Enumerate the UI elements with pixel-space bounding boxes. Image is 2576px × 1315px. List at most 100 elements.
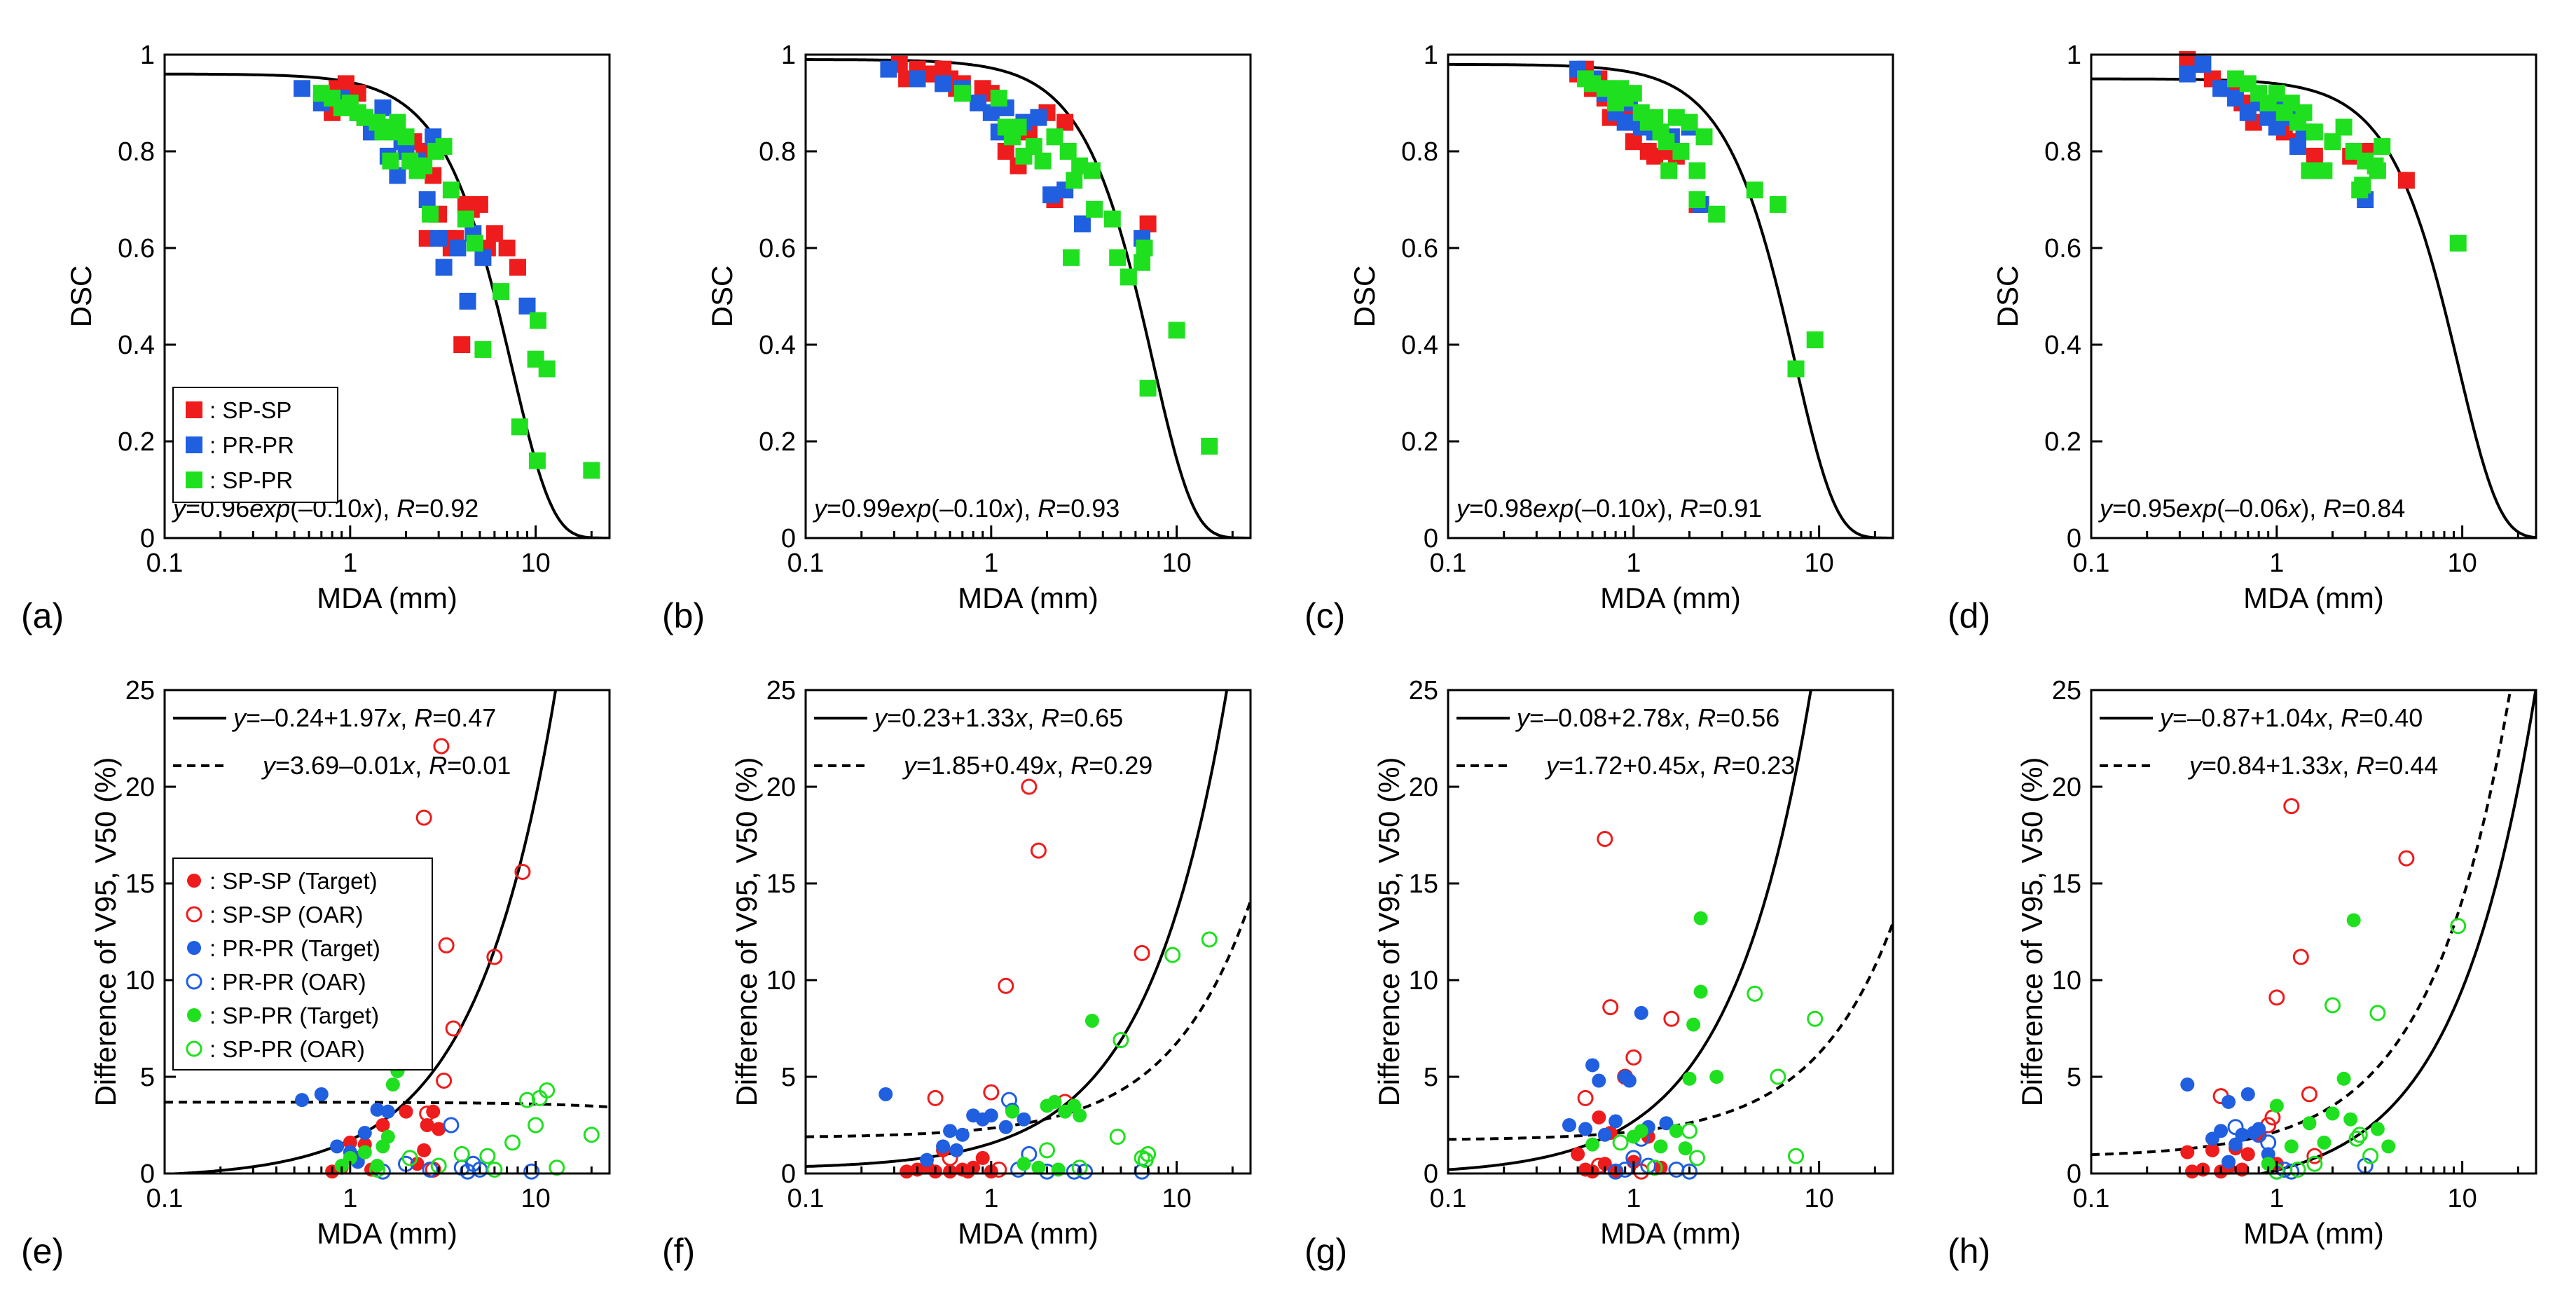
- x-tick-label: 0.1: [146, 1184, 184, 1213]
- series-sp-sp-oar-: [389, 738, 531, 1178]
- series-sp-pr: [953, 85, 1218, 455]
- data-point: [2381, 1139, 2396, 1154]
- y-tick-label: 0.4: [118, 331, 155, 360]
- y-axis-title: DSC: [1348, 266, 1381, 328]
- panel-label: (b): [662, 596, 705, 635]
- legend-marker: [186, 973, 202, 990]
- data-point: [1585, 1058, 1600, 1073]
- data-point: [436, 1073, 453, 1089]
- data-point: [1681, 1163, 1698, 1180]
- data-point: [1653, 1139, 1668, 1154]
- data-point: [1669, 1124, 1683, 1138]
- data-point: [1634, 1005, 1648, 1020]
- data-point: [2301, 162, 2318, 179]
- legend: : SP-SP (Target): SP-SP (OAR): PR-PR (Ta…: [172, 858, 433, 1070]
- data-point: [422, 205, 439, 223]
- data-point: [900, 1164, 914, 1179]
- data-point: [1201, 931, 1218, 948]
- data-point: [530, 312, 547, 329]
- data-point: [1017, 1112, 1031, 1127]
- data-point: [1616, 113, 1634, 131]
- data-point: [2194, 55, 2212, 73]
- data-point: [1708, 205, 1726, 223]
- data-point: [1585, 1137, 1600, 1152]
- y-tick-label: 0.4: [759, 331, 796, 360]
- y-tick-label: 20: [766, 773, 796, 802]
- data-point: [523, 1163, 540, 1180]
- plot-frame: [804, 53, 1252, 539]
- series-sp-sp-oar-: [2212, 798, 2415, 1164]
- data-point: [1083, 162, 1101, 179]
- y-tick-label: 20: [125, 773, 155, 802]
- data-point: [1059, 143, 1077, 160]
- data-point: [509, 259, 526, 276]
- x-tick-label: 0.1: [2073, 549, 2110, 578]
- x-tick-label: 1: [1626, 549, 1641, 578]
- data-point: [486, 949, 503, 965]
- fit-curve-dashed: [806, 900, 1251, 1138]
- fit-curve-dashed: [1448, 922, 1893, 1141]
- series-pr-pr-target-: [2180, 1078, 2275, 1169]
- data-point: [1071, 1159, 1088, 1176]
- panel-f: 0.1 1 10 0 5 10 15 20 25 MDA (mm) Difference of V9…: [662, 676, 1252, 1271]
- data-point: [518, 297, 536, 315]
- data-point: [1807, 1010, 1824, 1027]
- data-point: [1577, 1089, 1594, 1106]
- x-tick-label: 10: [521, 549, 550, 578]
- data-point: [370, 1158, 385, 1173]
- data-point: [975, 1150, 990, 1165]
- data-point: [2374, 138, 2391, 156]
- panel-label: (f): [662, 1232, 695, 1271]
- data-point: [1597, 831, 1613, 848]
- data-point: [1634, 1124, 1648, 1138]
- y-tick-label: 25: [125, 676, 155, 705]
- data-point: [1663, 1010, 1680, 1027]
- y-axis-title: Difference of V95, V50 (%): [1372, 757, 1405, 1107]
- x-axis-title: MDA (mm): [317, 1217, 457, 1250]
- data-point: [1120, 268, 1137, 286]
- data-point: [1025, 138, 1042, 156]
- fit-curve-solid: [806, 58, 1251, 538]
- y-tick-label: 0.2: [1401, 427, 1438, 457]
- data-point: [1660, 162, 1678, 179]
- x-axis-title: MDA (mm): [317, 581, 457, 614]
- data-point: [2449, 235, 2467, 252]
- x-axis-title: MDA (mm): [958, 581, 1098, 614]
- data-point: [982, 104, 1000, 121]
- data-point: [1136, 240, 1153, 256]
- data-point: [1010, 118, 1027, 136]
- data-point: [418, 191, 436, 208]
- data-point: [1113, 1032, 1129, 1049]
- data-point: [909, 70, 926, 88]
- data-point: [385, 1078, 400, 1092]
- data-point: [1056, 113, 1074, 131]
- data-point: [1693, 984, 1708, 999]
- data-point: [2235, 1127, 2250, 1142]
- x-tick-label: 0.1: [146, 549, 184, 578]
- data-point: [2292, 949, 2309, 965]
- data-point: [2179, 65, 2196, 83]
- panel-e: 0.1 1 10 0 5 10 15 20 25 MDA (mm) Difference of V9…: [21, 676, 611, 1271]
- y-tick-label: 0.8: [2044, 137, 2081, 167]
- y-tick-label: 25: [766, 676, 796, 705]
- data-point: [445, 1020, 462, 1037]
- data-point: [295, 1093, 310, 1108]
- data-point: [1139, 215, 1157, 233]
- data-point: [2306, 1148, 2323, 1164]
- legend-label: : PR-PR (Target): [209, 935, 380, 961]
- data-point: [1688, 191, 1706, 208]
- panel-label: (d): [1948, 596, 1990, 635]
- data-point: [1046, 128, 1063, 146]
- data-point: [2306, 123, 2323, 141]
- data-point: [998, 1120, 1013, 1134]
- data-point: [2362, 1148, 2379, 1164]
- data-point: [493, 283, 510, 301]
- y-tick-label: 5: [140, 1063, 155, 1092]
- y-tick-label: 0: [1424, 1159, 1438, 1189]
- data-point: [2214, 1124, 2229, 1138]
- x-tick-label: 10: [1804, 1184, 1833, 1213]
- data-point: [949, 1143, 964, 1157]
- panel-label: (g): [1304, 1232, 1347, 1271]
- data-point: [1747, 985, 1763, 1002]
